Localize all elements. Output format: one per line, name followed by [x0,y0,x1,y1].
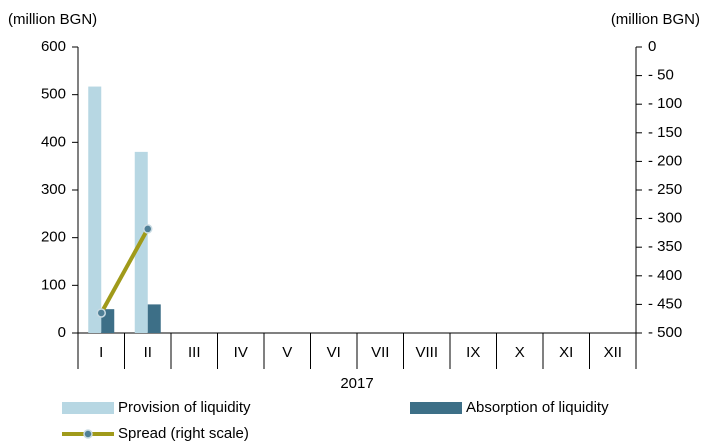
x-tick-label: III [188,344,201,361]
y-tick-label: 200 [41,229,66,246]
y2-tick-label: - 100 [648,95,682,112]
y2-tick-label: - 250 [648,181,682,198]
x-tick-label: II [144,344,152,361]
line-marker [143,224,153,234]
legend-swatch [410,402,462,414]
bar [147,304,161,333]
y2-tick-label: - 300 [648,210,682,227]
bar [88,86,102,334]
x-tick-label: XII [604,344,622,361]
legend-marker [83,429,93,439]
x-tick-label: I [99,344,103,361]
x-tick-label: X [515,344,525,361]
y-tick-label: 100 [41,276,66,293]
y-tick-label: 300 [41,181,66,198]
legend-label: Absorption of liquidity [466,399,609,416]
legend-swatch [62,402,114,414]
x-tick-label: IV [234,344,248,361]
y-tick-label: 400 [41,133,66,150]
line [99,227,150,314]
legend-label: Spread (right scale) [118,425,249,442]
y-tick-label: 0 [58,324,66,341]
y2-tick-label: - 450 [648,295,682,312]
y2-tick-label: - 150 [648,124,682,141]
y2-tick-label: - 500 [648,324,682,341]
y2-tick-label: 0 [648,38,656,55]
x-tick-label: IX [466,344,480,361]
x-group-label: 2017 [340,375,373,392]
x-tick-label: VIII [415,344,438,361]
y2-tick-label: - 50 [648,67,674,84]
x-tick-label: V [282,344,292,361]
y-tick-label: 600 [41,38,66,55]
y2-tick-label: - 400 [648,267,682,284]
x-tick-label: VI [327,344,341,361]
y-axis-label: (million BGN) [8,11,97,28]
legend-label: Provision of liquidity [118,399,251,416]
y2-tick-label: - 350 [648,238,682,255]
y2-axis-label: (million BGN) [611,11,700,28]
y-tick-label: 500 [41,86,66,103]
line-marker [96,308,106,318]
x-tick-label: VII [371,344,389,361]
y2-tick-label: - 200 [648,152,682,169]
x-tick-label: XI [559,344,573,361]
